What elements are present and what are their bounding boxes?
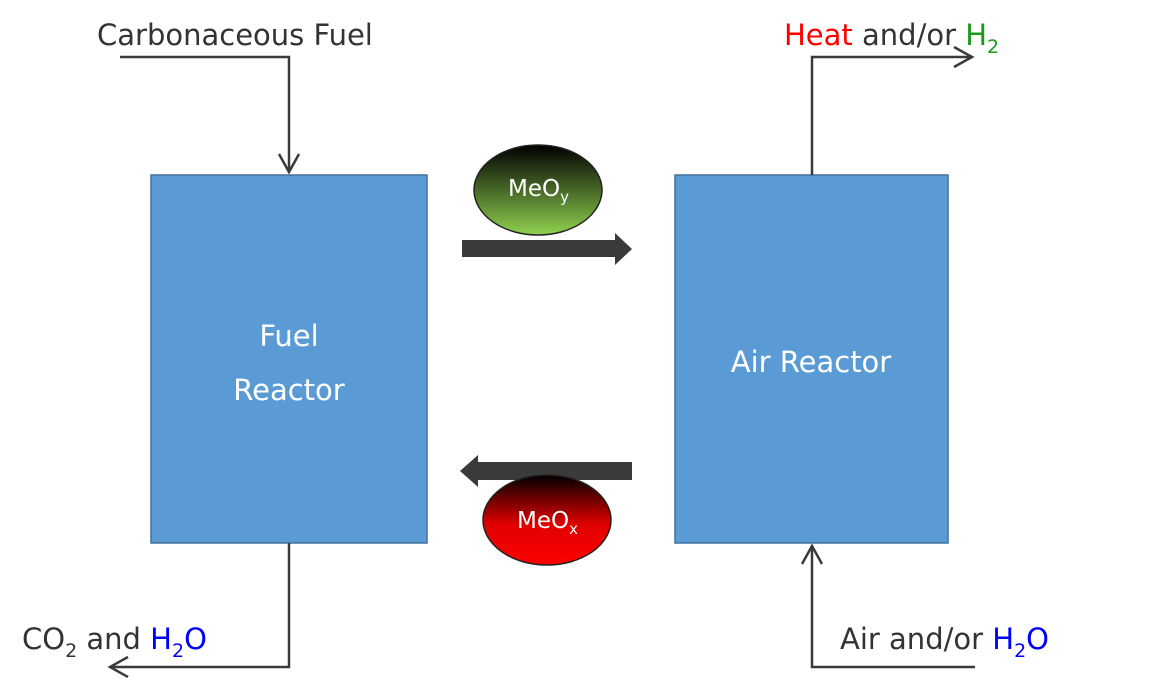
- text-part: Air and/or: [840, 622, 992, 656]
- fuel-reactor-label: Reactor: [233, 373, 345, 407]
- text-part: and: [77, 622, 150, 656]
- subscript: 2: [987, 36, 999, 58]
- flow-line: [810, 546, 975, 669]
- carrier-label: MeOy: [508, 176, 569, 206]
- fuel-reactor: [150, 174, 428, 544]
- carrier-label: MeOx: [517, 508, 578, 538]
- subscript: y: [560, 188, 569, 206]
- air-reactor-label: Air Reactor: [731, 345, 892, 379]
- subscript: 2: [65, 640, 77, 662]
- flow-line: [120, 55, 291, 172]
- air-reactor: [674, 174, 949, 544]
- arrow-head: [953, 45, 975, 69]
- fuel-input-label: Carbonaceous Fuel: [97, 18, 373, 52]
- arrow-head: [800, 543, 824, 565]
- flow-line: [110, 543, 291, 669]
- text-part: Heat: [784, 18, 853, 52]
- text-part: H: [965, 18, 987, 52]
- text-part: and/or: [853, 18, 965, 52]
- fuel-output-label: CO2 and H2O: [22, 622, 207, 662]
- arrow-head: [107, 655, 129, 679]
- text-part: H: [992, 622, 1014, 656]
- text-part: CO: [22, 622, 65, 656]
- fuel-reactor-label: Fuel: [259, 319, 318, 353]
- text-part: O: [1026, 622, 1049, 656]
- reduced-carrier: [482, 474, 612, 566]
- arrow-head: [277, 153, 301, 175]
- transfer-arrow: [460, 455, 632, 487]
- air-output-label: Heat and/or H2: [784, 18, 999, 58]
- text-part: MeO: [517, 508, 569, 534]
- transfer-arrow: [462, 233, 632, 265]
- subscript: 2: [1014, 640, 1026, 662]
- text-part: H: [150, 622, 172, 656]
- text-part: O: [184, 622, 207, 656]
- flow-line: [810, 55, 972, 175]
- air-input-label: Air and/or H2O: [840, 622, 1049, 662]
- oxidized-carrier: [473, 144, 603, 236]
- text-part: MeO: [508, 176, 560, 202]
- subscript: x: [569, 520, 578, 538]
- subscript: 2: [172, 640, 184, 662]
